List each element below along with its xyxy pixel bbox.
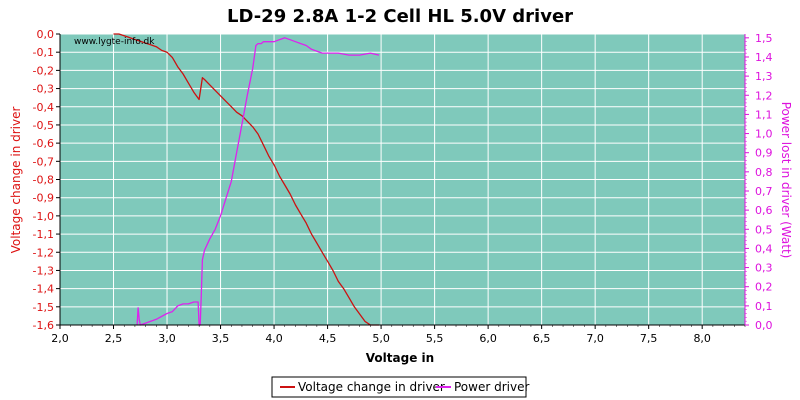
- y-right-tick-label: 1,3: [755, 70, 773, 83]
- tick-labels: 2,0 2,5 3,0 3,5 4,0 4,5 5,0 5,5 6,0 6,5 7,0 7,5 8,0 0…: [33, 28, 773, 345]
- x-tick-label: 8,0: [693, 332, 711, 345]
- y-left-tick-label: -1,5: [33, 301, 54, 314]
- x-tick-label: 4,5: [319, 332, 337, 345]
- legend-label-power: Power driver: [454, 380, 529, 394]
- chart-title: LD-29 2.8A 1-2 Cell HL 5.0V driver: [227, 6, 573, 27]
- y-left-tick-label: -0,3: [33, 83, 54, 96]
- y-left-tick-label: -0,6: [33, 137, 54, 150]
- y-left-tick-label: -1,3: [33, 264, 54, 277]
- y-left-tick-label: -1,4: [33, 283, 54, 296]
- y-left-tick-label: -0,2: [33, 64, 54, 77]
- y-left-tick-label: -0,4: [33, 101, 54, 114]
- x-tick-label: 5,0: [372, 332, 390, 345]
- watermark-text: www.lygte-info.dk: [74, 37, 155, 47]
- y-left-tick-label: -1,6: [33, 319, 54, 332]
- x-tick-label: 4,0: [265, 332, 283, 345]
- x-tick-label: 3,0: [158, 332, 176, 345]
- x-tick-label: 5,5: [426, 332, 444, 345]
- series-layer: [113, 33, 380, 326]
- x-tick-label: 2,5: [105, 332, 123, 345]
- y-right-tick-label: 0,5: [755, 223, 773, 236]
- y-right-tick-label: 0,9: [755, 147, 773, 160]
- y-left-tick-label: -0,7: [33, 155, 54, 168]
- axes: [56, 33, 749, 329]
- y-right-tick-label: 0,1: [755, 300, 773, 313]
- y-right-tick-label: 1,4: [755, 51, 773, 64]
- y-right-tick-label: 1,2: [755, 89, 773, 102]
- y-right-tick-label: 0,4: [755, 242, 773, 255]
- y-right-tick-label: 0,8: [755, 166, 773, 179]
- x-axis-title: Voltage in: [366, 351, 434, 365]
- x-tick-label: 2,0: [51, 332, 69, 345]
- y-left-tick-label: -0,8: [33, 174, 54, 187]
- y-right-tick-label: 0,7: [755, 185, 773, 198]
- x-tick-label: 7,5: [640, 332, 658, 345]
- x-tick-label: 3,5: [212, 332, 230, 345]
- x-tick-label: 6,5: [533, 332, 551, 345]
- y-left-tick-label: 0,0: [37, 28, 55, 41]
- x-tick-label: 7,0: [586, 332, 604, 345]
- series-line-power: [136, 37, 380, 326]
- legend-box: [271, 376, 527, 398]
- y-right-tick-label: 0,3: [755, 262, 773, 275]
- y-left-tick-label: -1,2: [33, 246, 54, 259]
- grid: [59, 33, 745, 326]
- y-right-tick-label: 1,5: [755, 32, 773, 45]
- y-right-tick-label: 1,1: [755, 108, 773, 121]
- series-line-voltage-change: [113, 33, 379, 326]
- y-right-tick-label: 0,2: [755, 281, 773, 294]
- y-left-tick-label: -0,1: [33, 46, 54, 59]
- x-tick-label: 6,0: [479, 332, 497, 345]
- legend-label-voltage: Voltage change in driver: [298, 380, 445, 394]
- y-right-tick-label: 0,0: [755, 319, 773, 332]
- y-right-tick-label: 1,0: [755, 128, 773, 141]
- legend: Voltage change in driver Power driver: [271, 376, 529, 398]
- y-axis-right-title: Power lost in driver (Watt): [779, 102, 793, 259]
- y-right-tick-label: 0,6: [755, 204, 773, 217]
- y-left-tick-label: -0,9: [33, 192, 54, 205]
- y-axis-left-title: Voltage change in driver: [9, 107, 23, 254]
- y-left-tick-label: -0,5: [33, 119, 54, 132]
- y-left-tick-label: -1,0: [33, 210, 54, 223]
- y-left-tick-label: -1,1: [33, 228, 54, 241]
